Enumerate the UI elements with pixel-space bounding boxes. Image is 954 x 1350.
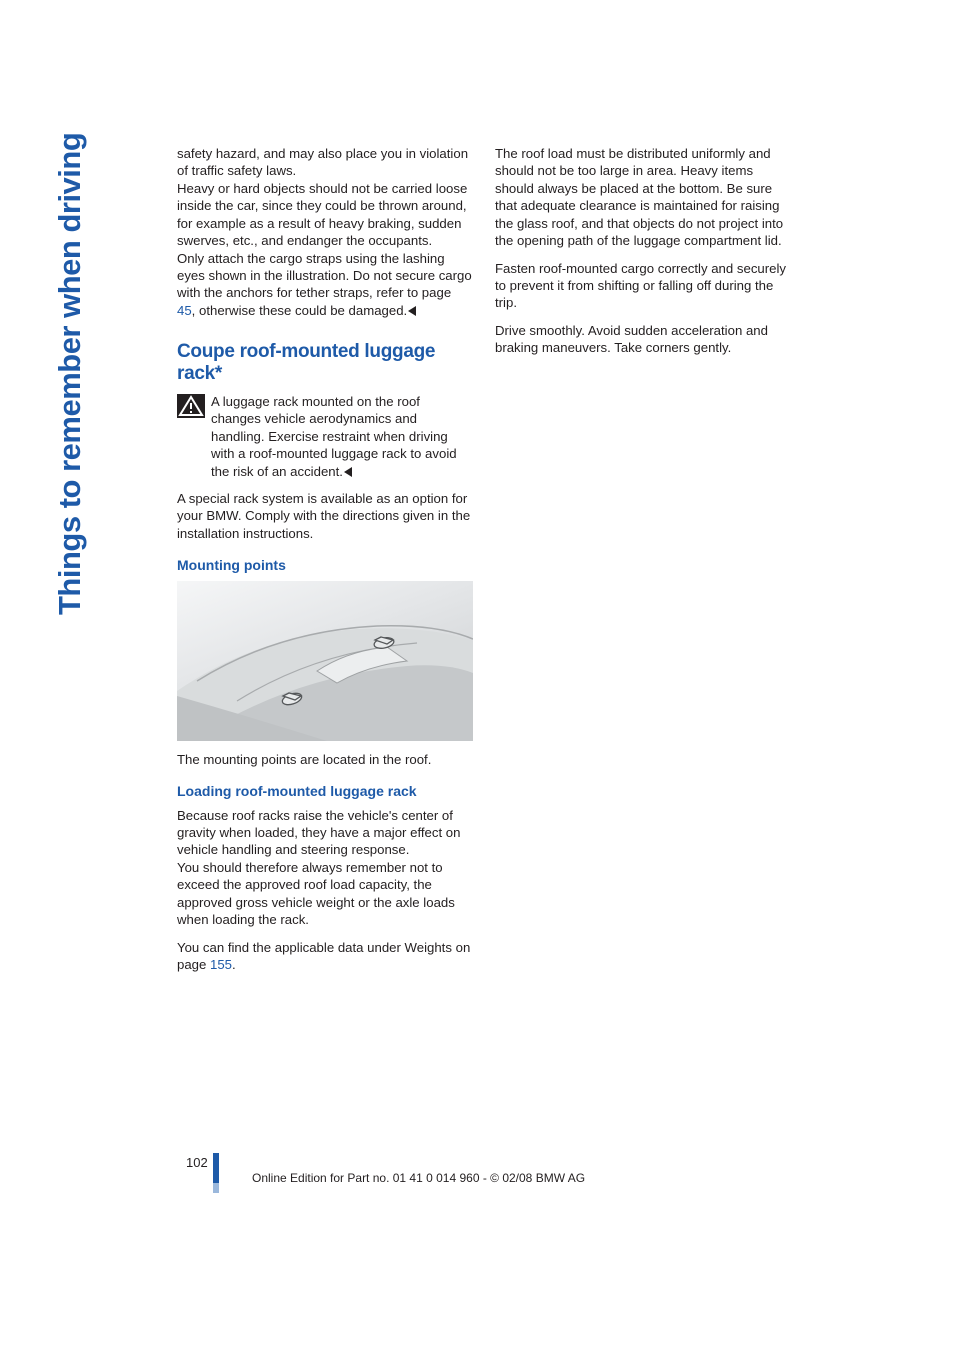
figure-caption: The mounting points are located in the r…	[177, 751, 473, 768]
body-text: safety hazard, and may also place you in…	[177, 145, 473, 319]
text: safety hazard, and may also place you in…	[177, 146, 468, 178]
text: Because roof racks raise the vehicle's c…	[177, 808, 460, 858]
end-marker-icon	[408, 306, 416, 316]
body-text: Drive smoothly. Avoid sudden acceleratio…	[495, 322, 791, 357]
car-roof-illustration	[177, 581, 473, 741]
warning-text: A luggage rack mounted on the roof chang…	[211, 393, 473, 480]
page-content: safety hazard, and may also place you in…	[177, 145, 791, 983]
text: , otherwise these could be damaged.	[192, 303, 408, 318]
column-left: safety hazard, and may also place you in…	[177, 145, 473, 983]
section-title-vertical: Things to remember when driving	[52, 133, 88, 615]
text: .	[232, 957, 236, 972]
text: A luggage rack mounted on the roof chang…	[211, 394, 457, 479]
text: You should therefore always remember not…	[177, 860, 455, 927]
body-text: Because roof racks raise the vehicle's c…	[177, 807, 473, 929]
body-text: The roof load must be distributed unifor…	[495, 145, 791, 250]
text: Heavy or hard objects should not be carr…	[177, 181, 467, 248]
end-marker-icon	[344, 467, 352, 477]
page-number: 102	[186, 1155, 208, 1170]
warning-icon	[177, 394, 205, 418]
body-text: A special rack system is available as an…	[177, 490, 473, 542]
figure-mounting-points	[177, 581, 473, 741]
body-text: Fasten roof-mounted cargo correctly and …	[495, 260, 791, 312]
column-right: The roof load must be distributed unifor…	[495, 145, 791, 983]
footer-copyright: Online Edition for Part no. 01 41 0 014 …	[252, 1171, 585, 1185]
text: Only attach the cargo straps using the l…	[177, 251, 472, 301]
heading-1: Coupe roof-mounted luggage rack*	[177, 341, 473, 385]
heading-2: Loading roof-mounted luggage rack	[177, 782, 473, 800]
footer-accent-bar	[213, 1153, 219, 1183]
body-text: You can find the applicable data under W…	[177, 939, 473, 974]
warning-block: A luggage rack mounted on the roof chang…	[177, 393, 473, 480]
heading-2: Mounting points	[177, 556, 473, 574]
page-link[interactable]: 155	[210, 957, 232, 972]
page-link[interactable]: 45	[177, 303, 192, 318]
